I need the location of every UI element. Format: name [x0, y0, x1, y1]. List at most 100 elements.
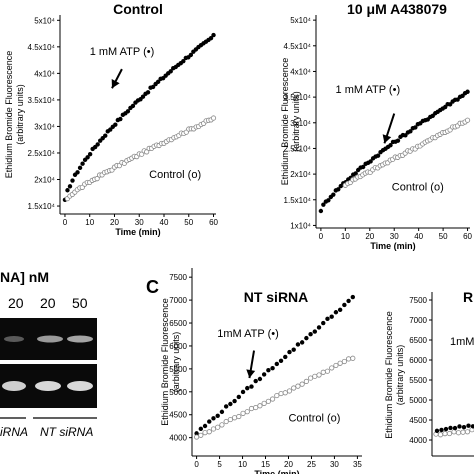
y-tick-label: 1.5x10⁴ [284, 196, 312, 205]
data-point [465, 89, 470, 94]
partial-annotation-fragment: 1mM [450, 336, 474, 348]
group-label-sirna: iRNA [0, 425, 28, 439]
partial-data-point [451, 429, 457, 435]
data-point [202, 423, 208, 429]
data-point [265, 398, 271, 404]
annotation-control: Control (o) [288, 413, 340, 425]
data-point [360, 164, 366, 170]
data-point [337, 307, 343, 313]
data-point [261, 400, 267, 406]
partial-data-point [439, 427, 444, 433]
series-control [193, 355, 356, 440]
data-point [168, 69, 173, 74]
partial-y-tick-label: 4500 [409, 416, 427, 425]
data-point [139, 151, 145, 157]
data-point [331, 192, 336, 197]
x-tick-label: 5 [217, 460, 222, 469]
series-atp [318, 89, 470, 214]
data-point [337, 360, 343, 366]
data-point [270, 365, 275, 371]
gel-band [35, 381, 61, 391]
y-axis-label: Ethidium Bromide Fluorescence [280, 58, 290, 186]
data-point [118, 116, 123, 122]
data-point [211, 32, 216, 38]
data-point [85, 155, 90, 160]
x-tick-label: 20 [284, 460, 293, 469]
x-tick-label: 40 [414, 232, 423, 241]
data-point [304, 335, 309, 341]
data-point [303, 378, 309, 384]
y-tick-label: 5x10⁴ [290, 16, 311, 25]
gel-band [67, 335, 93, 343]
panel-b-gel: NA] nM 20 20 50 iRNA NT siRNA [0, 269, 97, 439]
partial-data-point [455, 430, 462, 436]
data-point [326, 198, 331, 203]
y-tick-label: 2x10⁴ [34, 176, 55, 185]
data-point [257, 403, 263, 409]
partial-data-point [466, 423, 471, 428]
data-point [231, 415, 238, 421]
x-tick-label: 25 [307, 460, 316, 469]
data-point [65, 188, 70, 193]
data-point [210, 115, 217, 121]
gel-band [2, 381, 26, 391]
data-point [193, 434, 200, 440]
chart-a438079: 10 μM A438079 Ethidium Bromide Fluorescen… [280, 1, 473, 251]
data-point [219, 409, 225, 415]
data-point [291, 385, 297, 391]
y-tick-label: 7000 [169, 296, 187, 305]
data-point [248, 405, 255, 412]
data-point [228, 401, 233, 407]
y-tick-label: 4000 [169, 434, 187, 443]
panel-b-header: NA] nM [0, 269, 49, 285]
data-point [388, 143, 393, 148]
y-axis-label: Ethidium Bromide Fluorescence [4, 51, 14, 179]
series-atp [62, 32, 216, 203]
data-point [181, 58, 186, 64]
data-point [215, 413, 220, 418]
data-point [403, 133, 408, 138]
annotation-control: Control (o) [149, 169, 201, 181]
data-point [329, 365, 335, 371]
data-point [269, 396, 276, 402]
data-point [287, 349, 292, 355]
lane-label-3: 50 [72, 295, 88, 311]
partial-y-tick-label: 7500 [409, 296, 427, 305]
data-point [240, 389, 246, 395]
y-tick-label: 2.5x10⁴ [284, 144, 312, 153]
series-control [342, 117, 471, 188]
y-tick-label: 4.5x10⁴ [284, 42, 312, 51]
annotation-atp: 1 mM ATP (•) [336, 84, 401, 96]
data-point [278, 358, 284, 364]
partial-y-tick-label: 6000 [409, 356, 427, 365]
data-point [202, 430, 208, 436]
y-tick-label: 5000 [169, 388, 187, 397]
y-tick-label: 1.5x10⁴ [28, 202, 56, 211]
partial-data-point [464, 429, 471, 435]
data-point [308, 332, 313, 337]
data-point [198, 432, 204, 438]
x-tick-label: 0 [63, 218, 68, 227]
data-point [329, 314, 334, 319]
partial-data-point [443, 426, 449, 432]
partial-data-point [457, 424, 462, 429]
x-tick-label: 0 [319, 232, 324, 241]
annotation-control: Control (o) [392, 182, 444, 194]
data-point [257, 376, 263, 382]
data-point [67, 184, 73, 189]
data-point [282, 390, 288, 396]
data-point [447, 102, 453, 107]
data-point [87, 151, 93, 157]
y-tick-label: 3.5x10⁴ [28, 96, 56, 105]
y-tick-label: 1x10⁴ [290, 221, 311, 230]
partial-data-point [448, 425, 453, 431]
data-point [194, 431, 199, 436]
y-tick-label: 5x10⁴ [34, 16, 55, 25]
y-tick-label: 2.5x10⁴ [28, 149, 56, 158]
chart-nt-sirna: NT siRNA Ethidium Bromide Fluorescence (ar… [160, 268, 362, 474]
data-point [342, 302, 347, 308]
partial-panel-right: Ethidium Bromide Fluorescence (arbitrary… [384, 289, 474, 457]
partial-title-fragment: R [463, 289, 473, 305]
partial-y-tick-label: 5500 [409, 376, 427, 385]
data-point [321, 320, 326, 326]
